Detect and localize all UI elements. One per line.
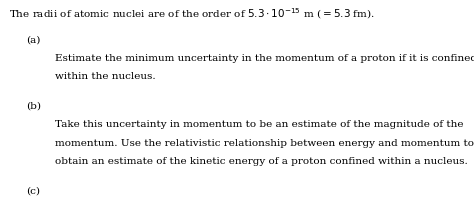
Text: momentum. Use the relativistic relationship between energy and momentum to: momentum. Use the relativistic relations… [55,138,474,147]
Text: obtain an estimate of the kinetic energy of a proton confined within a nucleus.: obtain an estimate of the kinetic energy… [55,157,467,166]
Text: (c): (c) [26,185,40,194]
Text: Take this uncertainty in momentum to be an estimate of the magnitude of the: Take this uncertainty in momentum to be … [55,119,463,128]
Text: (a): (a) [26,35,40,44]
Text: The radii of atomic nuclei are of the order of $5.3 \cdot 10^{-15}$ m ($= 5.3$ f: The radii of atomic nuclei are of the or… [9,6,374,21]
Text: within the nucleus.: within the nucleus. [55,72,155,81]
Text: (b): (b) [26,101,41,110]
Text: Estimate the minimum uncertainty in the momentum of a proton if it is confined: Estimate the minimum uncertainty in the … [55,54,474,62]
